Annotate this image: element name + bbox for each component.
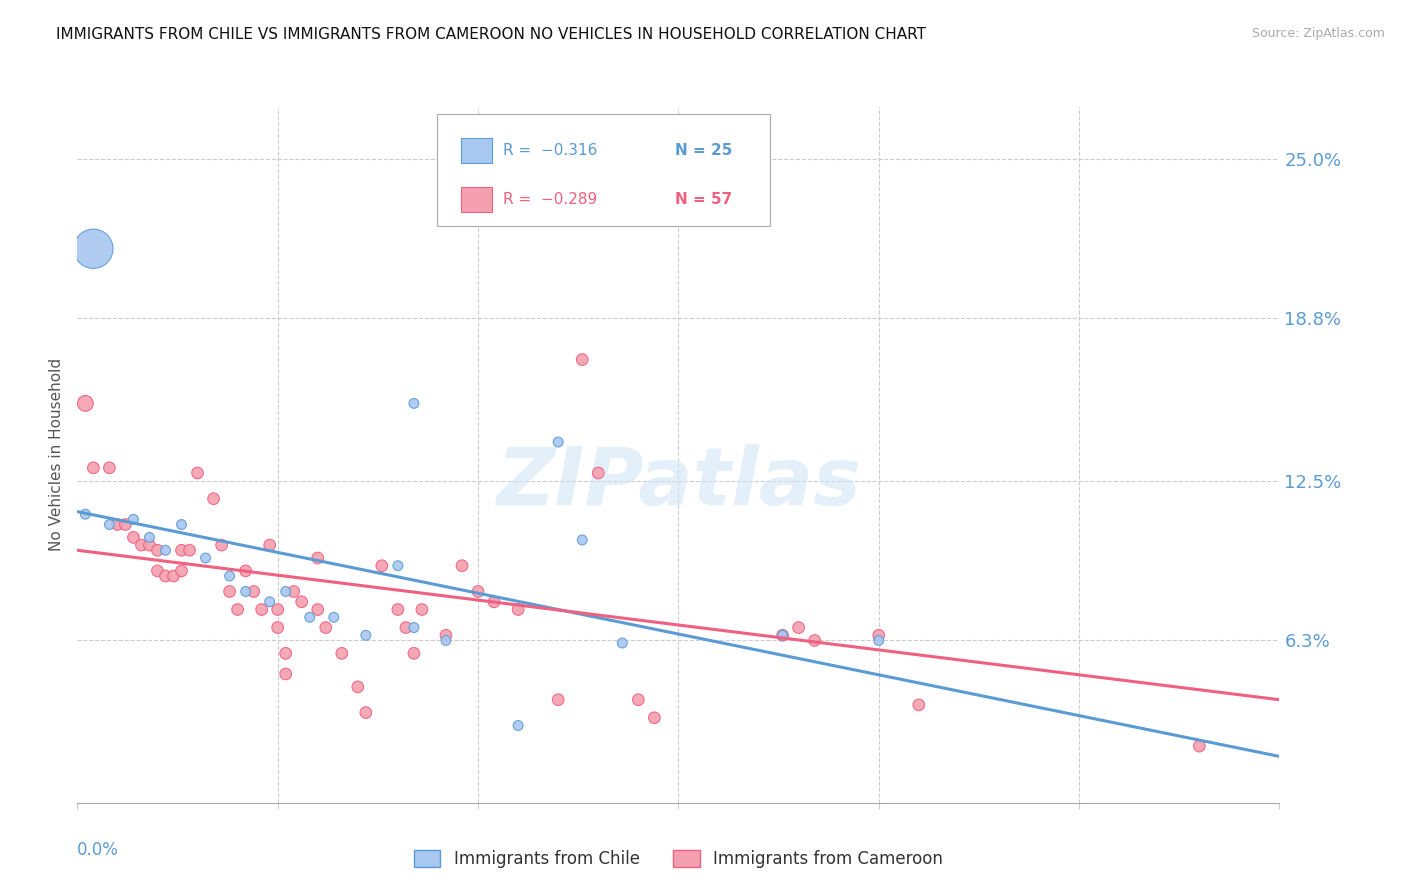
Point: [868, 628, 890, 642]
Point: [131, 538, 153, 552]
Point: [330, 646, 353, 660]
Point: [98, 517, 121, 532]
Point: [298, 610, 321, 624]
Point: [194, 551, 217, 566]
Point: [170, 543, 193, 558]
Text: N = 25: N = 25: [675, 143, 733, 158]
Point: [267, 621, 290, 635]
Point: [226, 602, 249, 616]
Point: [508, 718, 530, 732]
Point: [395, 621, 418, 635]
Point: [250, 602, 273, 616]
Point: [772, 628, 794, 642]
Point: [242, 584, 264, 599]
Point: [146, 564, 169, 578]
Text: R =  −0.289: R = −0.289: [503, 192, 598, 207]
Point: [75, 507, 97, 521]
Point: [162, 569, 184, 583]
Text: 0.0%: 0.0%: [77, 841, 120, 859]
Point: [146, 543, 169, 558]
Point: [434, 633, 457, 648]
Point: [283, 584, 305, 599]
Text: R =  −0.316: R = −0.316: [503, 143, 598, 158]
Point: [122, 512, 145, 526]
Point: [211, 538, 233, 552]
Point: [179, 543, 201, 558]
Y-axis label: No Vehicles in Household: No Vehicles in Household: [49, 359, 65, 551]
Point: [75, 396, 97, 410]
Point: [187, 466, 209, 480]
Point: [908, 698, 931, 712]
Point: [291, 595, 314, 609]
Point: [122, 530, 145, 544]
Text: ZIPatlas: ZIPatlas: [496, 443, 860, 522]
Point: [235, 584, 257, 599]
Point: [467, 584, 489, 599]
Point: [627, 692, 650, 706]
Point: [803, 633, 825, 648]
Point: [387, 602, 409, 616]
Point: [612, 636, 634, 650]
Point: [170, 564, 193, 578]
Point: [387, 558, 409, 573]
Point: [218, 584, 240, 599]
Text: Source: ZipAtlas.com: Source: ZipAtlas.com: [1251, 27, 1385, 40]
Point: [235, 564, 257, 578]
Point: [1188, 739, 1211, 753]
Point: [114, 517, 136, 532]
Point: [354, 628, 377, 642]
Point: [588, 466, 610, 480]
Point: [82, 242, 104, 256]
Point: [787, 621, 810, 635]
Point: [571, 352, 593, 367]
Point: [547, 692, 569, 706]
Legend: Immigrants from Chile, Immigrants from Cameroon: Immigrants from Chile, Immigrants from C…: [408, 843, 949, 874]
Point: [107, 517, 129, 532]
Point: [259, 595, 281, 609]
Point: [155, 543, 177, 558]
Point: [451, 558, 474, 573]
Point: [259, 538, 281, 552]
Point: [274, 646, 297, 660]
Point: [218, 569, 240, 583]
Point: [402, 621, 425, 635]
Point: [202, 491, 225, 506]
Text: N = 57: N = 57: [675, 192, 731, 207]
Point: [138, 530, 160, 544]
Point: [170, 517, 193, 532]
Point: [267, 602, 290, 616]
Point: [354, 706, 377, 720]
Point: [155, 569, 177, 583]
Point: [315, 621, 337, 635]
Point: [571, 533, 593, 547]
Point: [98, 460, 121, 475]
Point: [868, 633, 890, 648]
Point: [772, 628, 794, 642]
Point: [402, 396, 425, 410]
Point: [138, 538, 160, 552]
Point: [307, 551, 329, 566]
Point: [402, 646, 425, 660]
Point: [274, 584, 297, 599]
Point: [322, 610, 344, 624]
Point: [411, 602, 433, 616]
Point: [643, 711, 665, 725]
Point: [307, 602, 329, 616]
Point: [508, 602, 530, 616]
Text: IMMIGRANTS FROM CHILE VS IMMIGRANTS FROM CAMEROON NO VEHICLES IN HOUSEHOLD CORRE: IMMIGRANTS FROM CHILE VS IMMIGRANTS FROM…: [56, 27, 927, 42]
Point: [482, 595, 505, 609]
Point: [434, 628, 457, 642]
Point: [371, 558, 394, 573]
Point: [347, 680, 370, 694]
Point: [274, 667, 297, 681]
Point: [547, 435, 569, 450]
Point: [82, 460, 104, 475]
